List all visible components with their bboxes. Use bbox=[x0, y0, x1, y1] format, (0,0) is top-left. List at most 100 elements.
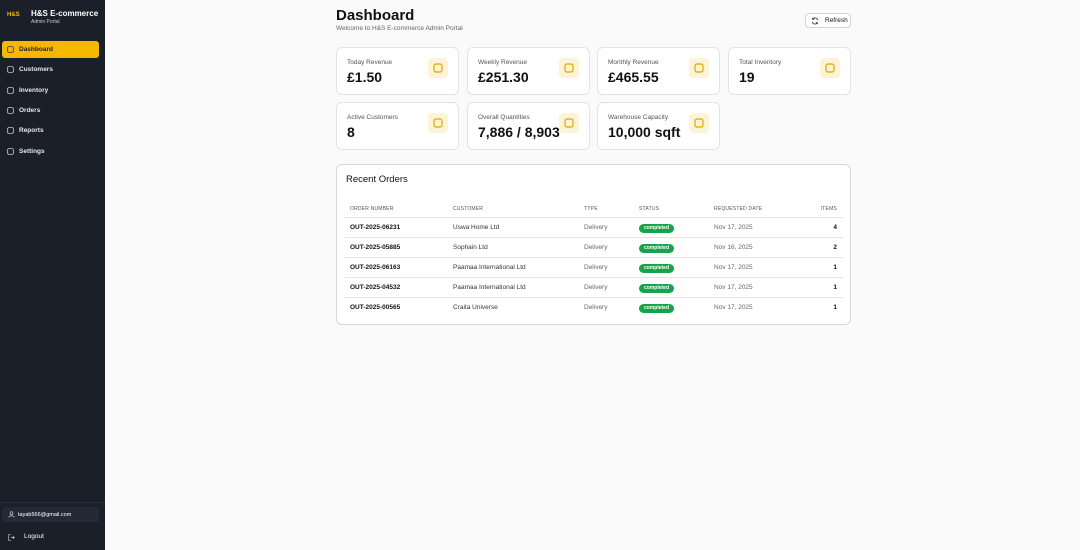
stat-value: 10,000 sqft bbox=[608, 124, 681, 140]
cell: Paamaa International Ltd bbox=[453, 264, 526, 271]
stat-label: Monthly Revenue bbox=[608, 59, 659, 66]
stat-card: Warehouse Capacity 10,000 sqft bbox=[597, 102, 720, 150]
logout-icon bbox=[8, 534, 15, 541]
cell: OUT-2025-04532 bbox=[350, 284, 401, 291]
brand-subtitle: Admin Portal bbox=[31, 19, 60, 25]
column-header: REQUESTED DATE bbox=[714, 206, 763, 212]
user-email: tayab566@gmail.com bbox=[2, 507, 99, 522]
status-badge: completed bbox=[639, 223, 675, 233]
stat-card: Weekly Revenue £251.30 bbox=[467, 47, 590, 95]
row-rule bbox=[345, 297, 843, 298]
nav-icon bbox=[7, 46, 14, 53]
cell: Delivery bbox=[584, 224, 608, 231]
cell: OUT-2025-06163 bbox=[350, 264, 401, 271]
stat-value: 7,886 / 8,903 bbox=[478, 124, 560, 140]
refresh-button[interactable]: Refresh bbox=[805, 13, 851, 28]
cell: Sophain Ltd bbox=[453, 244, 488, 251]
cell: 4 bbox=[833, 224, 837, 231]
stat-label: Total Inventory bbox=[739, 59, 782, 66]
stat-label: Warehouse Capacity bbox=[608, 114, 669, 121]
stat-card: Overall Quantities 7,886 / 8,903 bbox=[467, 102, 590, 150]
nav-item[interactable]: Reports bbox=[2, 122, 99, 139]
user-icon bbox=[8, 511, 15, 518]
icon-glyph bbox=[694, 118, 704, 128]
divider bbox=[0, 502, 105, 503]
recent-orders: Recent Orders ORDER NUMBER CUSTOMER TYPE ST… bbox=[336, 164, 851, 325]
row-rule bbox=[345, 237, 843, 238]
nav-icon bbox=[7, 66, 14, 73]
cell: 1 bbox=[833, 264, 837, 271]
cell: Nov 17, 2025 bbox=[714, 264, 753, 271]
stat-label: Today Revenue bbox=[347, 59, 393, 66]
nav-icon bbox=[7, 147, 14, 155]
icon-glyph bbox=[825, 63, 835, 73]
icon-glyph bbox=[433, 63, 443, 73]
column-header: TYPE bbox=[584, 206, 598, 212]
nav-icon bbox=[7, 86, 14, 94]
cell: Nov 17, 2025 bbox=[714, 224, 753, 231]
nav-item[interactable]: Settings bbox=[2, 143, 99, 160]
row-rule bbox=[345, 257, 843, 258]
stat-value: 8 bbox=[347, 124, 355, 140]
stat-icon bbox=[820, 58, 840, 78]
cell: OUT-2025-06231 bbox=[350, 224, 401, 231]
nav-icon bbox=[7, 127, 14, 134]
stat-label: Overall Quantities bbox=[478, 114, 530, 121]
cell: Delivery bbox=[584, 304, 608, 311]
cell: Nov 17, 2025 bbox=[714, 284, 753, 291]
header-rule bbox=[345, 217, 843, 218]
logo: H&S bbox=[7, 12, 20, 18]
stat-icon bbox=[689, 113, 709, 133]
stat-card: Monthly Revenue £465.55 bbox=[597, 47, 720, 95]
stat-value: 19 bbox=[739, 69, 755, 85]
nav-item[interactable]: Customers bbox=[2, 61, 99, 78]
cell: Nov 17, 2025 bbox=[714, 304, 753, 311]
icon-glyph bbox=[564, 63, 574, 73]
stat-icon bbox=[428, 113, 448, 133]
panel-title: Recent Orders bbox=[346, 174, 408, 185]
stat-icon bbox=[689, 58, 709, 78]
cell: 1 bbox=[833, 284, 837, 291]
stat-icon bbox=[428, 58, 448, 78]
nav-icon bbox=[7, 107, 14, 114]
column-header: STATUS bbox=[639, 206, 660, 212]
stat-card: Total Inventory 19 bbox=[728, 47, 851, 95]
stat-icon bbox=[559, 58, 579, 78]
icon-glyph bbox=[433, 118, 443, 128]
status-badge: completed bbox=[639, 283, 675, 293]
brand-title: H&S E-commerce bbox=[31, 9, 99, 18]
stat-value: £1.50 bbox=[347, 69, 383, 85]
stat-value: £251.30 bbox=[478, 69, 529, 85]
sidebar: H&S H&S E-commerce Admin Portal tayab566… bbox=[0, 0, 105, 550]
stat-icon bbox=[559, 113, 579, 133]
column-header: ITEMS bbox=[820, 206, 837, 212]
status-badge: completed bbox=[639, 263, 675, 273]
cell: Delivery bbox=[584, 284, 608, 291]
cell: Craita Universe bbox=[453, 304, 498, 311]
status-badge: completed bbox=[639, 303, 675, 313]
column-header: ORDER NUMBER bbox=[350, 206, 394, 212]
cell: Uswa Home Ltd bbox=[453, 224, 500, 231]
row-rule bbox=[345, 277, 843, 278]
cell: OUT-2025-00565 bbox=[350, 304, 401, 311]
cell: 1 bbox=[833, 304, 837, 311]
cell: OUT-2025-05885 bbox=[350, 244, 401, 251]
refresh-label: Refresh bbox=[825, 17, 848, 24]
nav-item[interactable]: Orders bbox=[2, 102, 99, 119]
column-header: CUSTOMER bbox=[453, 206, 484, 212]
cell: Nov 16, 2025 bbox=[714, 244, 753, 251]
cell: Delivery bbox=[584, 264, 608, 271]
nav-item[interactable]: Dashboard bbox=[2, 41, 99, 58]
icon-glyph bbox=[564, 118, 574, 128]
stat-value: £465.55 bbox=[608, 69, 659, 85]
status-badge: completed bbox=[639, 243, 675, 253]
cell: Paamaa International Ltd bbox=[453, 284, 526, 291]
email: tayab566@gmail.com bbox=[18, 511, 72, 518]
logout[interactable]: Logout bbox=[24, 533, 44, 540]
stat-label: Active Customers bbox=[347, 114, 398, 121]
refresh-icon bbox=[811, 17, 819, 25]
stat-card: Today Revenue £1.50 bbox=[336, 47, 459, 95]
stat-label: Weekly Revenue bbox=[478, 59, 528, 66]
nav-item[interactable]: Inventory bbox=[2, 82, 99, 99]
